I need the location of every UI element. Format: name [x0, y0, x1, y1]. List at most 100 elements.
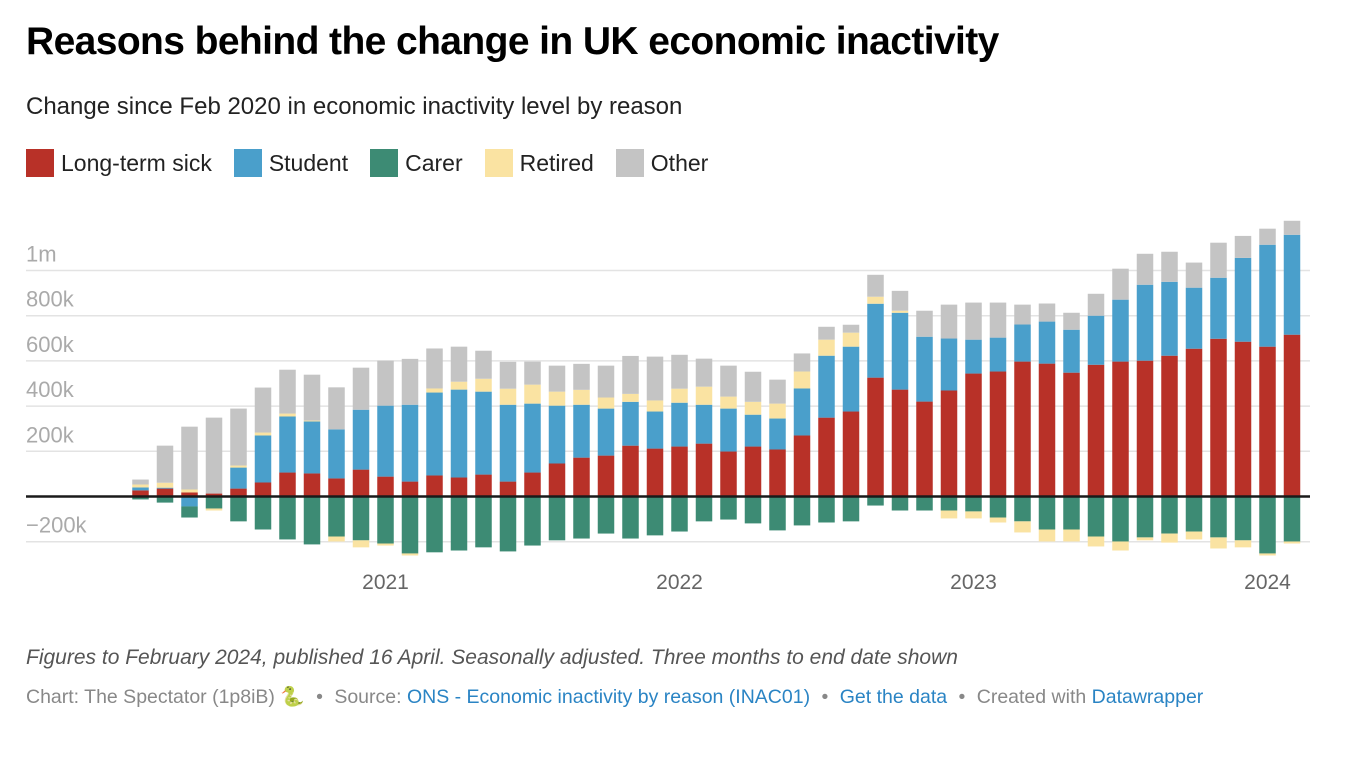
bar-segment-other: [965, 302, 982, 340]
bar-segment-student: [352, 409, 370, 470]
bar-segment-carer: [279, 496, 296, 540]
bar-stack: [1259, 228, 1276, 556]
bar-segment-other: [1283, 220, 1301, 235]
bar-segment-other: [156, 445, 174, 483]
bar-segment-long-term-sick: [818, 417, 835, 497]
bar-segment-retired: [426, 388, 443, 393]
bar-segment-carer: [867, 496, 884, 506]
bar-segment-other: [499, 361, 517, 389]
bar-segment-student: [622, 401, 639, 446]
bar-segment-carer: [646, 496, 664, 536]
bar-segment-long-term-sick: [377, 476, 394, 497]
bar-segment-retired: [475, 378, 492, 392]
x-tick-label: 2023: [950, 571, 997, 594]
bar-segment-carer: [1087, 496, 1105, 537]
bar-segment-carer: [132, 496, 149, 500]
y-tick-label: 1m: [26, 242, 57, 267]
bar-segment-student: [646, 411, 664, 449]
bar-segment-long-term-sick: [695, 443, 713, 497]
bar-segment-long-term-sick: [132, 490, 149, 497]
bar-segment-retired: [230, 465, 247, 468]
bar-segment-other: [254, 387, 272, 433]
separator-bullet: •: [316, 686, 323, 708]
bar-stack: [940, 304, 958, 519]
bar-segment-retired: [842, 332, 860, 347]
bar-segment-carer: [1234, 496, 1252, 541]
bar-segment-carer: [671, 496, 688, 532]
bar-stack: [181, 426, 198, 518]
bar-segment-retired: [499, 388, 517, 405]
bar-segment-student: [1087, 315, 1105, 365]
legend-swatch-student: [233, 149, 262, 177]
bar-segment-long-term-sick: [279, 472, 296, 497]
bar-segment-student: [475, 391, 492, 475]
bar-segment-other: [328, 387, 345, 430]
bar-stack: [965, 302, 982, 519]
bar-segment-retired: [622, 393, 639, 402]
bar-segment-student: [548, 405, 566, 464]
bar-stack: [1161, 251, 1178, 543]
bar-segment-carer: [1112, 496, 1129, 542]
bar-segment-retired: [548, 391, 566, 406]
bar-segment-long-term-sick: [156, 488, 174, 497]
bar-segment-carer: [1210, 496, 1227, 538]
bar-segment-retired: [303, 420, 321, 422]
datawrapper-link[interactable]: Datawrapper: [1091, 686, 1204, 708]
bar-segment-retired: [181, 489, 198, 493]
bar-segment-student: [1234, 257, 1252, 342]
bar-segment-carer: [181, 506, 198, 518]
bar-segment-other: [1014, 304, 1031, 325]
legend-swatch-long-term-sick: [26, 149, 54, 177]
bar-segment-long-term-sick: [181, 492, 198, 497]
bar-segment-long-term-sick: [524, 472, 541, 497]
legend-item-long-term-sick: Long-term sick: [26, 149, 212, 177]
bar-segment-long-term-sick: [769, 449, 786, 497]
bar-segment-carer: [891, 496, 909, 511]
source-link[interactable]: ONS - Economic inactivity by reason (INA…: [406, 686, 811, 708]
bar-segment-long-term-sick: [916, 401, 933, 497]
bar-segment-student: [1185, 287, 1203, 349]
bar-stack: [1234, 235, 1252, 548]
bar-segment-student: [793, 388, 811, 436]
bar-stack: [230, 408, 247, 522]
bar-segment-other: [230, 408, 247, 466]
bar-segment-carer: [842, 496, 860, 522]
bar-segment-carer: [205, 496, 223, 509]
bar-segment-retired: [989, 517, 1007, 523]
bar-stack: [646, 356, 664, 536]
bar-stack: [156, 445, 174, 503]
bar-stack: [1210, 242, 1227, 549]
bar-stack: [1038, 303, 1056, 542]
bar-segment-carer: [1185, 496, 1203, 532]
bar-segment-carer: [695, 496, 713, 522]
bar-stack: [1185, 262, 1203, 540]
bar-segment-carer: [426, 496, 443, 553]
get-the-data-link[interactable]: Get the data: [839, 686, 948, 708]
bar-segment-retired: [1259, 553, 1276, 556]
bar-segment-student: [1112, 299, 1129, 362]
bar-segment-long-term-sick: [646, 448, 664, 497]
bar-segment-carer: [524, 496, 541, 546]
bar-stack: [597, 365, 615, 534]
bar-segment-other: [916, 310, 933, 337]
chart-title: Reasons behind the change in UK economic…: [26, 20, 999, 63]
bar-stack: [303, 374, 321, 545]
bar-stack: [524, 361, 541, 546]
bar-segment-carer: [793, 496, 811, 526]
x-tick-label: 2021: [362, 571, 409, 594]
bar-segment-long-term-sick: [622, 445, 639, 497]
bar-segment-retired: [573, 389, 590, 405]
bar-segment-carer: [254, 496, 272, 530]
y-axis-labels: −200k 200k 400k 600k 800k 1m: [26, 242, 88, 538]
bar-stack: [671, 354, 688, 532]
separator-bullet: •: [821, 686, 829, 708]
bar-segment-carer: [1038, 496, 1056, 530]
bar-segment-retired: [156, 482, 174, 488]
bar-segment-long-term-sick: [720, 451, 737, 497]
bar-segment-retired: [1087, 536, 1105, 547]
bar-stack: [377, 360, 394, 546]
bar-segment-other: [940, 304, 958, 339]
bar-segment-long-term-sick: [499, 481, 517, 497]
stacked-bar-chart: −200k 200k 400k 600k 800k 1m 2021 2022 2023 2024: [26, 220, 1310, 594]
bar-segment-long-term-sick: [426, 475, 443, 497]
